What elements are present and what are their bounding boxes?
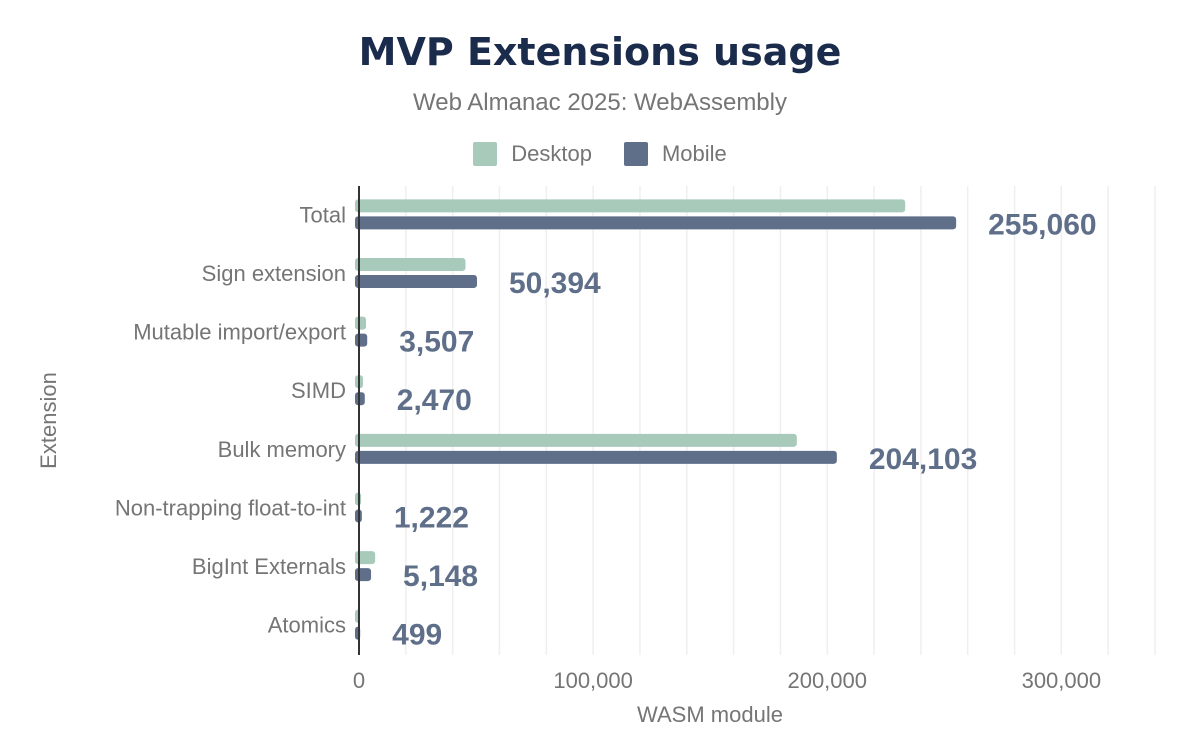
data-label: 204,103 bbox=[869, 443, 977, 476]
data-label: 1,222 bbox=[394, 501, 469, 534]
y-tick-label: Atomics bbox=[268, 613, 346, 638]
data-label: 50,394 bbox=[509, 267, 601, 300]
y-axis-title: Extension bbox=[36, 372, 61, 469]
bar-desktop bbox=[355, 551, 376, 565]
data-label: 2,470 bbox=[397, 384, 472, 417]
bar-mobile bbox=[355, 216, 957, 230]
bar-desktop bbox=[355, 433, 797, 447]
legend-item-mobile[interactable]: Mobile bbox=[623, 141, 727, 167]
y-tick-label: Non-trapping float-to-int bbox=[115, 495, 346, 520]
legend: Desktop Mobile bbox=[0, 141, 1200, 167]
data-label: 5,148 bbox=[403, 560, 478, 593]
y-tick-label: SIMD bbox=[291, 378, 346, 403]
x-tick-label: 100,000 bbox=[553, 668, 633, 693]
y-tick-label: Total bbox=[300, 202, 346, 227]
y-tick-label: Sign extension bbox=[202, 261, 346, 286]
bar-mobile bbox=[355, 450, 837, 464]
legend-swatch-desktop bbox=[473, 142, 498, 166]
y-tick-label: BigInt Externals bbox=[192, 554, 346, 579]
x-tick-label: 0 bbox=[353, 668, 365, 693]
x-axis-title: WASM module bbox=[637, 702, 783, 727]
legend-item-desktop[interactable]: Desktop bbox=[473, 141, 592, 167]
bar-mobile bbox=[355, 333, 368, 347]
data-label: 3,507 bbox=[399, 326, 474, 359]
y-tick-label: Mutable import/export bbox=[133, 320, 346, 345]
bar-desktop bbox=[355, 316, 367, 330]
x-tick-label: 200,000 bbox=[787, 668, 867, 693]
bar-desktop bbox=[355, 199, 906, 213]
x-tick-label: 300,000 bbox=[1022, 668, 1102, 693]
chart-subtitle: Web Almanac 2025: WebAssembly bbox=[413, 89, 787, 116]
data-label: 255,060 bbox=[988, 208, 1096, 241]
legend-label: Desktop bbox=[511, 141, 592, 166]
legend-swatch-mobile bbox=[623, 142, 648, 166]
y-tick-label: Bulk memory bbox=[218, 437, 346, 462]
bar-mobile bbox=[355, 274, 477, 288]
bar-mobile bbox=[355, 568, 372, 582]
data-label: 499 bbox=[392, 619, 442, 652]
bar-desktop bbox=[355, 257, 466, 271]
legend-label: Mobile bbox=[661, 141, 727, 166]
chart-title: MVP Extensions usage bbox=[358, 30, 842, 74]
